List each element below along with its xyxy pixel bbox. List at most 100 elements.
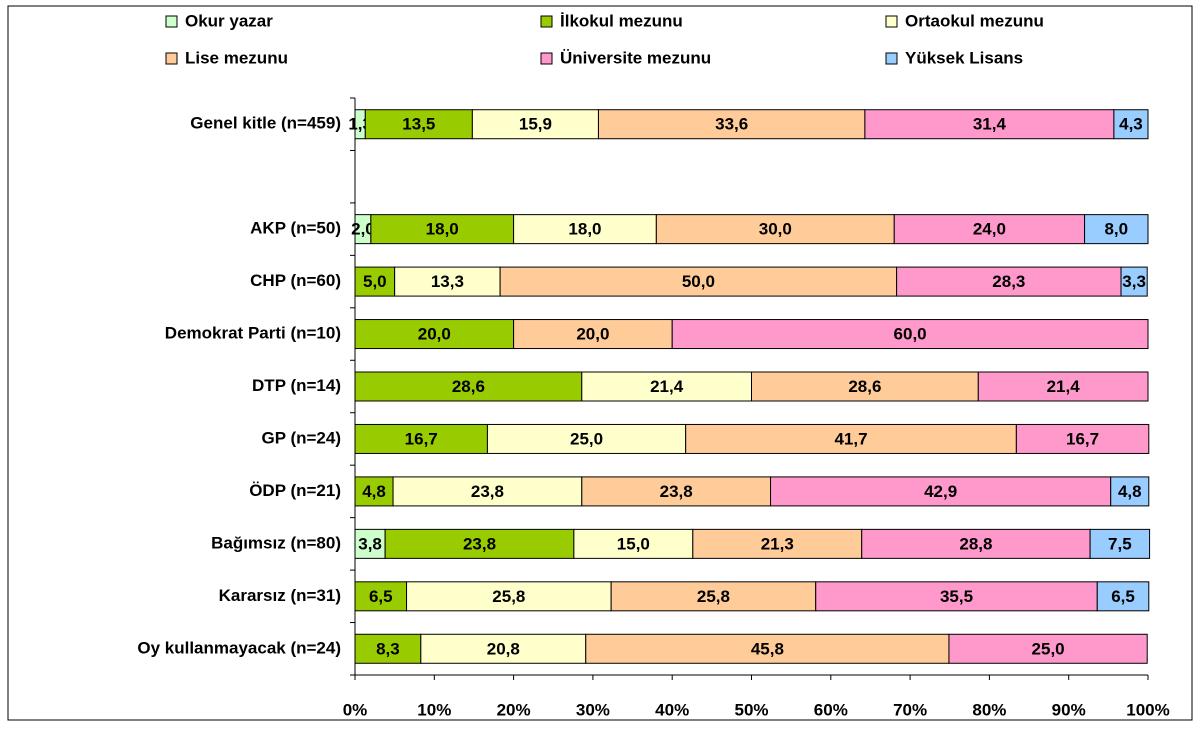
- bar-segment: [1110, 476, 1150, 507]
- y-tick-label: Oy kullanmayacak (n=24): [137, 638, 341, 657]
- legend-label: Lise mezunu: [185, 48, 288, 67]
- bar-segment: [751, 371, 979, 402]
- data-label: 2,0: [351, 220, 375, 239]
- x-tick-label: 100%: [1126, 700, 1169, 719]
- bar-segment: [354, 371, 583, 402]
- data-label: 35,5: [940, 587, 973, 606]
- data-label: 20,0: [576, 325, 609, 344]
- data-label: 4,8: [362, 482, 386, 501]
- data-label: 33,6: [715, 115, 748, 134]
- data-label: 23,8: [463, 534, 496, 553]
- bar-segment: [685, 423, 1017, 454]
- data-label: 31,4: [973, 115, 1007, 134]
- bar-segment: [692, 528, 863, 559]
- data-label: 21,4: [1047, 377, 1081, 396]
- x-tick-label: 50%: [734, 700, 768, 719]
- data-label: 28,6: [848, 377, 881, 396]
- y-tick-label: Bağımsız (n=80): [211, 533, 341, 552]
- bar-segment: [392, 476, 583, 507]
- x-tick-label: 0%: [343, 700, 368, 719]
- y-tick-label: Demokrat Parti (n=10): [165, 324, 341, 343]
- data-label: 50,0: [682, 272, 715, 291]
- data-label: 25,8: [697, 587, 730, 606]
- bar-segment: [513, 214, 657, 245]
- bar-segment: [896, 266, 1122, 297]
- bar-segment: [1084, 214, 1149, 245]
- bar-segment: [610, 581, 817, 612]
- y-tick-label: DTP (n=14): [252, 376, 341, 395]
- legend-label: İlkokul mezunu: [560, 11, 683, 30]
- data-label: 6,5: [1111, 587, 1135, 606]
- data-label: 4,3: [1119, 115, 1143, 134]
- y-tick-label: CHP (n=60): [250, 271, 341, 290]
- bar-segment: [581, 476, 772, 507]
- bar-segment: [655, 214, 895, 245]
- y-tick-label: AKP (n=50): [250, 219, 341, 238]
- legend-label: Okur yazar: [185, 11, 273, 30]
- bar-segment: [471, 109, 599, 140]
- bar-segment: [354, 423, 488, 454]
- bar-segment: [370, 214, 515, 245]
- data-label: 41,7: [834, 429, 867, 448]
- data-label: 13,3: [431, 272, 464, 291]
- data-label: 21,3: [761, 534, 794, 553]
- bar-segment: [354, 633, 422, 664]
- legend-label: Üniversite mezunu: [560, 48, 711, 67]
- bar-segment: [864, 109, 1115, 140]
- data-label: 16,7: [1066, 429, 1099, 448]
- x-tick-label: 30%: [576, 700, 610, 719]
- x-tick-label: 80%: [972, 700, 1006, 719]
- bar-segment: [1015, 423, 1150, 454]
- data-label: 3,8: [358, 534, 382, 553]
- y-tick-label: GP (n=24): [261, 428, 341, 447]
- data-label: 28,6: [452, 377, 485, 396]
- legend-label: Yüksek Lisans: [905, 48, 1023, 67]
- bar-segment: [354, 476, 394, 507]
- data-label: 21,4: [650, 377, 684, 396]
- legend-swatch: [165, 15, 178, 28]
- data-label: 20,8: [487, 639, 520, 658]
- bar-segment: [384, 528, 575, 559]
- data-label: 28,8: [959, 534, 992, 553]
- bar-segment: [948, 633, 1148, 664]
- bar-segment: [1113, 109, 1149, 140]
- data-label: 5,0: [363, 272, 387, 291]
- data-label: 18,0: [568, 220, 601, 239]
- bar-segment: [861, 528, 1091, 559]
- data-label: 18,0: [426, 220, 459, 239]
- bar-segment: [893, 214, 1086, 245]
- y-tick-label: Kararsız (n=31): [219, 586, 341, 605]
- data-label: 15,0: [617, 534, 650, 553]
- x-tick-label: 10%: [417, 700, 451, 719]
- legend-swatch: [540, 52, 553, 65]
- data-label: 45,8: [751, 639, 784, 658]
- bar-segment: [364, 109, 473, 140]
- legend-swatch: [885, 52, 898, 65]
- bar-segment: [770, 476, 1112, 507]
- data-label: 28,3: [992, 272, 1025, 291]
- bar-segment: [513, 319, 673, 350]
- data-label: 15,9: [519, 115, 552, 134]
- data-label: 25,8: [492, 587, 525, 606]
- x-tick-label: 40%: [655, 700, 689, 719]
- legend-swatch: [885, 15, 898, 28]
- data-label: 4,8: [1118, 482, 1142, 501]
- bar-segment: [671, 319, 1149, 350]
- bar-segment: [1120, 266, 1148, 297]
- y-tick-label: Genel kitle (n=459): [190, 114, 341, 133]
- bar-segment: [1096, 581, 1150, 612]
- bar-segment: [394, 266, 501, 297]
- data-label: 16,7: [405, 429, 438, 448]
- data-label: 42,9: [924, 482, 957, 501]
- data-label: 8,0: [1104, 220, 1128, 239]
- x-tick-label: 70%: [893, 700, 927, 719]
- bar-segment: [977, 371, 1149, 402]
- bar-segment: [354, 581, 408, 612]
- bar-segment: [585, 633, 950, 664]
- legend-swatch: [540, 15, 553, 28]
- data-label: 25,0: [570, 429, 603, 448]
- data-label: 30,0: [759, 220, 792, 239]
- bar-segment: [354, 528, 386, 559]
- x-tick-label: 60%: [814, 700, 848, 719]
